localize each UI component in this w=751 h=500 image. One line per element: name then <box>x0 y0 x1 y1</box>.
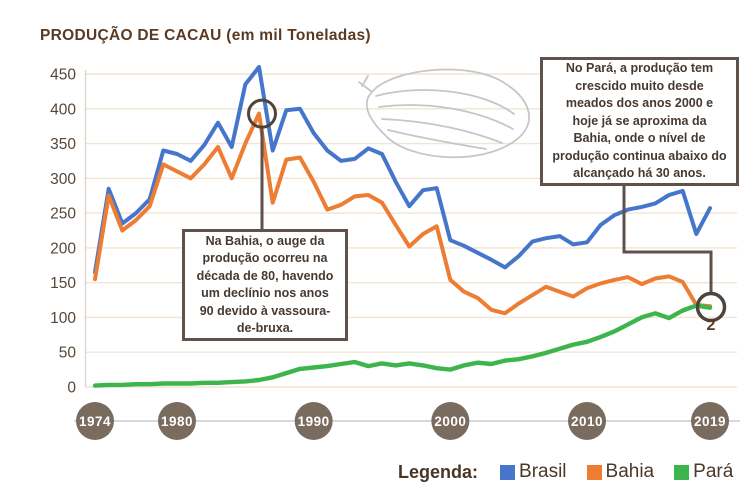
legend-label-para: Pará <box>693 461 734 482</box>
year-badge-label: 2019 <box>694 414 726 429</box>
cocoa-pod-illustration <box>378 104 514 130</box>
year-badge <box>294 402 333 440</box>
series-line-par <box>92 303 713 388</box>
series-line-brasil <box>93 65 712 275</box>
y-axis-tick-label: 350 <box>50 136 76 153</box>
annotation-para-text: No Pará, a produção tem crescido muito d… <box>552 61 727 181</box>
legend-title: Legenda: <box>398 461 479 482</box>
marker-2-label: 2 <box>706 317 716 334</box>
circle-highlight-2019 <box>695 291 727 323</box>
brasil-swatch-icon <box>500 464 516 480</box>
y-axis-tick-label: 400 <box>50 101 76 118</box>
year-badge <box>431 402 470 440</box>
cocoa-pod-illustration <box>387 129 487 150</box>
y-axis-tick-label: 300 <box>50 171 76 188</box>
y-axis-tick-label: 450 <box>50 67 76 84</box>
year-badge <box>158 402 197 440</box>
y-axis-tick-label: 50 <box>59 345 77 362</box>
cocoa-pod-illustration <box>358 75 373 93</box>
legend: Legenda: Brasil Bahia Pará <box>398 461 733 483</box>
legend-label-brasil: Brasil <box>519 461 567 482</box>
year-badge <box>76 402 114 440</box>
y-axis-tick-label: 200 <box>50 240 76 257</box>
connector-para <box>622 185 713 294</box>
year-badge-label: 1990 <box>298 414 330 429</box>
y-axis-tick-label: 250 <box>50 206 76 223</box>
legend-item-para: Pará <box>674 461 733 483</box>
legend-item-bahia: Bahia <box>586 461 655 483</box>
year-badge <box>568 402 607 440</box>
series-line-bahia <box>93 111 712 316</box>
annotation-bahia: Na Bahia, o auge da produção ocorreu na … <box>182 229 348 341</box>
bahia-swatch-icon <box>586 464 602 480</box>
year-badge-label: 2010 <box>571 414 603 429</box>
y-axis-tick-label: 150 <box>50 275 76 292</box>
para-swatch-icon <box>674 464 690 480</box>
legend-item-brasil: Brasil <box>500 461 567 483</box>
annotation-para: No Pará, a produção tem crescido muito d… <box>540 57 739 186</box>
legend-label-bahia: Bahia <box>605 461 655 482</box>
annotation-bahia-text: Na Bahia, o auge da produção ocorreu na … <box>196 233 334 336</box>
circle-highlight-1986 <box>247 98 278 129</box>
y-axis-tick-label: 100 <box>50 310 76 327</box>
year-badge-label: 1974 <box>79 414 111 429</box>
cocoa-pod-illustration <box>375 89 515 115</box>
cocoa-pod-illustration <box>365 68 530 159</box>
year-badge <box>691 402 730 440</box>
y-axis-tick-label: 0 <box>67 380 76 397</box>
year-badge-label: 2000 <box>434 414 466 429</box>
cocoa-pod-illustration <box>381 118 503 144</box>
year-badge-label: 1980 <box>161 414 193 429</box>
page-title: PRODUÇÃO DE CACAU (em mil Toneladas) <box>40 27 371 44</box>
